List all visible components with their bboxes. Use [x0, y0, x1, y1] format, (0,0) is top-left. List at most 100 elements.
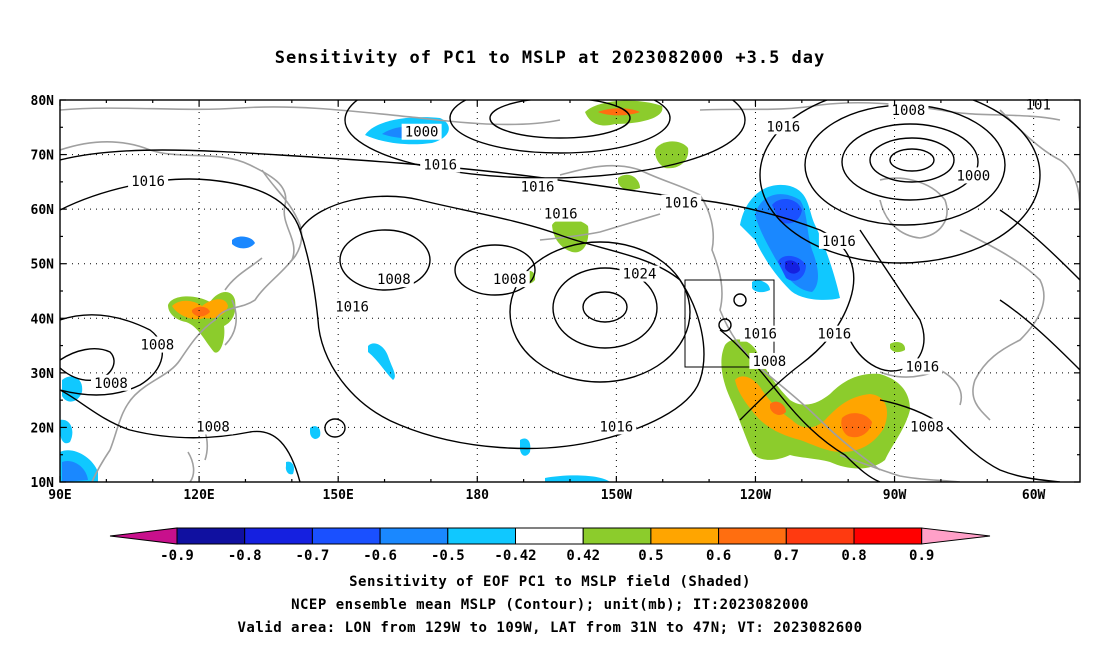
contour-label-bg [489, 271, 530, 288]
contour-label-bg [814, 325, 855, 342]
colorbar-label: 0.9 [909, 548, 934, 564]
contour-label-bg [596, 418, 637, 435]
contour-low-canada-5 [759, 100, 1041, 264]
colorbar-segment [311, 527, 381, 545]
colorbar-label: -0.8 [228, 548, 262, 564]
contour-label-bg [907, 418, 947, 435]
contour-label-bg [902, 358, 943, 375]
contour-label-bg [420, 156, 461, 173]
colorbar-right-triangle [921, 527, 991, 545]
colorbar-label: -0.5 [431, 548, 465, 564]
lon-tick-label: 120E [183, 488, 214, 503]
shade-neg-sw-core [62, 460, 88, 482]
coast-hudson [879, 177, 948, 239]
contour-label-bg [373, 271, 414, 288]
contour-low-canada-3 [841, 123, 979, 201]
contour-1008-east [879, 399, 1061, 482]
contour-label: 1016 [822, 234, 856, 250]
colorbar-segment [650, 527, 720, 545]
lon-tick-label: 120W [740, 488, 771, 503]
contour-label-bg [661, 194, 702, 211]
colorbar: -0.9 -0.8 -0.7 -0.6 -0.5 -0.42 0.42 0.5 0.6 0.7 0.… [109, 527, 991, 564]
shade-neg-small5 [752, 280, 770, 293]
contour-label-bg [332, 298, 373, 315]
coast-asia-east [60, 140, 295, 482]
contour-small-1 [324, 418, 346, 438]
shade-neg-small4 [519, 438, 531, 456]
contour-label: 1016 [743, 327, 777, 343]
contour-label: 1016 [335, 299, 369, 315]
contour-high-3 [509, 241, 691, 383]
shade-neg-sw [60, 376, 98, 482]
contour-1016-se [699, 199, 855, 421]
contour-label: 1008 [196, 419, 230, 435]
contour-high-2 [552, 267, 658, 349]
contour-label: 1024 [623, 267, 657, 283]
lat-tick-label: 70N [31, 149, 55, 164]
colorbar-segment [244, 527, 313, 545]
coast-aleutians [539, 213, 661, 241]
contour-label: 1016 [766, 119, 800, 135]
contour-1008-nw [60, 348, 115, 382]
contour-label-bg [763, 118, 804, 135]
contour-label: 1008 [141, 338, 175, 354]
contour-1016-east [849, 229, 925, 372]
lat-tick-label: 20N [31, 421, 55, 436]
colorbar-segment [447, 527, 516, 545]
contour-label-bg [953, 167, 994, 184]
contour-label-bg [517, 178, 558, 195]
footer-line-1: Sensitivity of EOF PC1 to MSLP field (Sh… [349, 574, 751, 590]
colorbar-label: 0.7 [774, 548, 799, 564]
contour-label: 1016 [817, 327, 851, 343]
mslp-contours [60, 100, 1080, 482]
contour-labels: 1000 1016 1016 1016 1016 1016 1008 1016 1016 1000… [91, 96, 1054, 435]
contour-small-3 [733, 293, 747, 307]
contour-small-2 [718, 318, 732, 332]
colorbar-label: -0.9 [160, 548, 194, 564]
lon-tick-label: 90W [883, 488, 907, 503]
coast-arctic [60, 106, 561, 126]
lon-tick-label: 90E [48, 488, 71, 503]
coast-kamchatka [261, 169, 303, 263]
coast-na-east [959, 229, 1045, 421]
contour-label: 1008 [377, 272, 411, 288]
colorbar-label: 0.6 [706, 548, 731, 564]
shade-neg-small3 [310, 426, 321, 439]
lon-tick-label: 60W [1022, 488, 1046, 503]
colorbar-segment [176, 527, 246, 545]
contour-label: 1016 [664, 196, 698, 212]
contour-label: 1008 [753, 354, 787, 370]
contour-label: 101 [1026, 97, 1051, 113]
colorbar-segment [582, 527, 652, 545]
contour-label-bg [193, 418, 233, 435]
lon-tick-label: 150E [323, 488, 354, 503]
shade-pos-alaska2 [618, 174, 640, 190]
contour-label: 1016 [906, 359, 940, 375]
shade-neg-nepac-core3 [785, 260, 800, 274]
contour-label: 1016 [521, 179, 555, 195]
plot-background [60, 100, 1080, 482]
contour-label-bg [740, 325, 781, 342]
contour-label-bg [137, 336, 178, 353]
contour-right-edge [999, 209, 1080, 371]
contour-label: 1008 [94, 376, 128, 392]
contour-low-canada-1 [889, 148, 935, 172]
coast-central-am [839, 454, 961, 482]
colorbar-segment [515, 527, 584, 545]
contour-low-canada-2 [869, 137, 955, 183]
contour-label: 1008 [892, 103, 926, 119]
lat-tick-label: 50N [31, 258, 55, 273]
coast-japan [224, 257, 263, 346]
valid-area-box [684, 279, 775, 368]
colorbar-label: 0.8 [841, 548, 866, 564]
shade-pos-small [890, 342, 906, 353]
colorbar-segment [853, 527, 923, 545]
shade-pos-alaska [655, 141, 689, 169]
contour-label: 1000 [405, 125, 439, 141]
axis-labels: 90E 120E 150E 180 150W 120W 90W 60W 80N 70N 60N 50N… [31, 94, 1046, 503]
contour-label-bg [888, 101, 929, 118]
shade-neg-small6 [285, 461, 295, 475]
shade-neg-small2 [368, 343, 395, 380]
contour-label-bg [540, 205, 581, 222]
